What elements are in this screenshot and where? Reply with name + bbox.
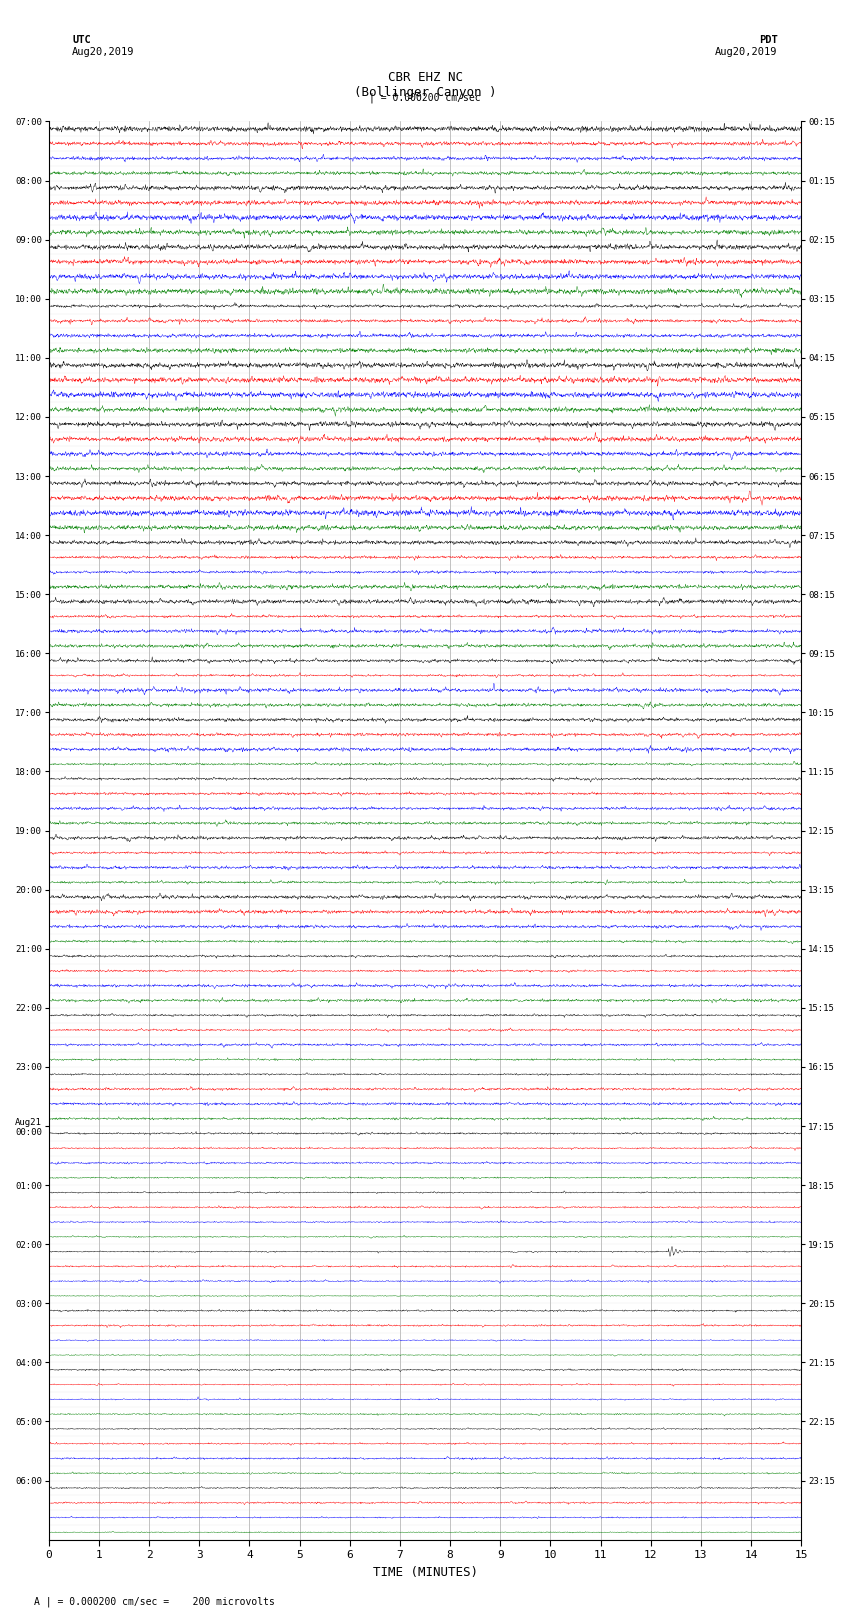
Text: | = 0.000200 cm/sec: | = 0.000200 cm/sec: [369, 92, 481, 103]
Text: A | = 0.000200 cm/sec =    200 microvolts: A | = 0.000200 cm/sec = 200 microvolts: [34, 1595, 275, 1607]
Text: Aug20,2019: Aug20,2019: [72, 47, 135, 56]
Title: CBR EHZ NC
(Bollinger Canyon ): CBR EHZ NC (Bollinger Canyon ): [354, 71, 496, 100]
Text: UTC: UTC: [72, 35, 91, 45]
Text: PDT: PDT: [759, 35, 778, 45]
X-axis label: TIME (MINUTES): TIME (MINUTES): [372, 1566, 478, 1579]
Text: Aug20,2019: Aug20,2019: [715, 47, 778, 56]
